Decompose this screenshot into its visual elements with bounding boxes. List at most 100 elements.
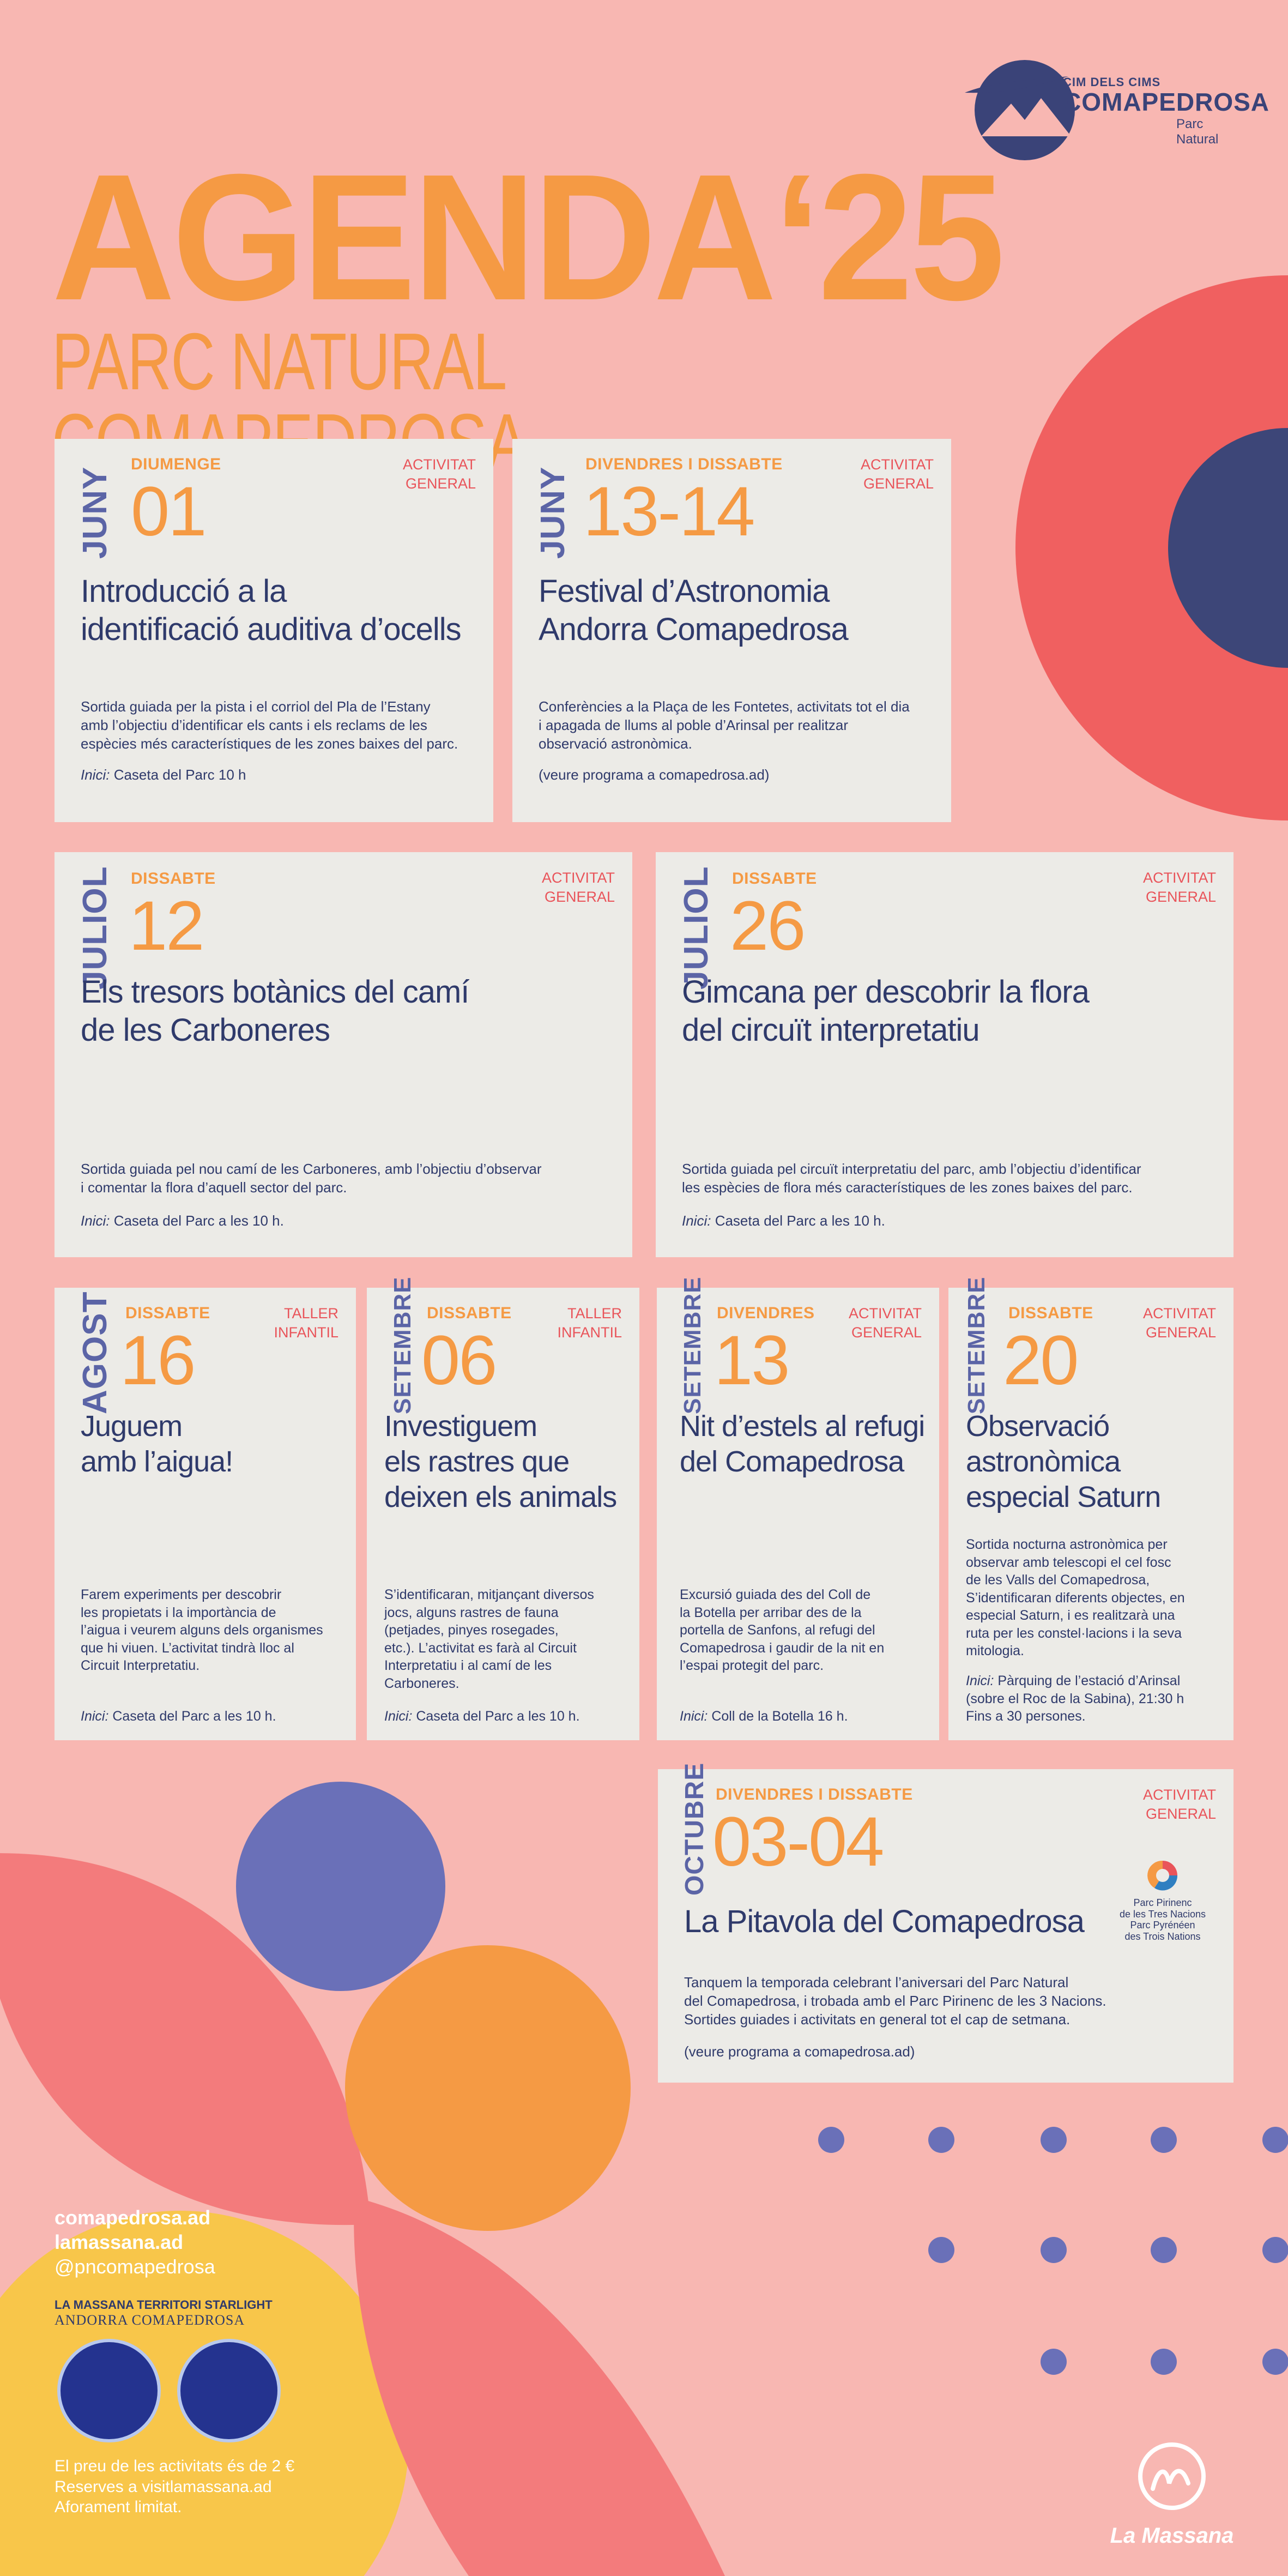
event-card: SETEMBRE DISSABTE 06 TALLER INFANTIL Inv… <box>367 1276 639 1740</box>
la-massana-logo: La Massana <box>1106 2442 1237 2551</box>
event-date: 16 <box>120 1322 196 1399</box>
event-description: Sortida guiada pel nou camí de les Carbo… <box>81 1161 542 1196</box>
starlight-badge-icon <box>57 2339 161 2442</box>
event-date: 13-14 <box>583 473 755 551</box>
event-date: 01 <box>131 473 207 551</box>
pricing-info: El preu de les activitats és de 2 € Rese… <box>55 2457 295 2516</box>
mountain-bird-icon <box>965 60 1075 160</box>
starlight-block: LA MASSANA TERRITORI STARLIGHT ANDORRA C… <box>55 2298 273 2328</box>
event-card: OCTUBRE DIVENDRES I DISSABTE 03-04 ACTIV… <box>658 1762 1233 2083</box>
event-start: Inici: Caseta del Parc a les 10 h. <box>81 1212 284 1229</box>
event-description: S’identificaran, mitjançant diversos joc… <box>384 1587 594 1691</box>
event-start: Inici: Caseta del Parc a les 10 h. <box>682 1212 885 1229</box>
event-start: Inici: Coll de la Botella 16 h. <box>680 1709 848 1724</box>
event-month: OCTUBRE <box>680 1762 709 1896</box>
logo-subtitle: Parc Natural <box>1176 117 1219 147</box>
event-date: 12 <box>129 887 204 965</box>
event-month: JUNY <box>76 466 114 559</box>
event-card: JUNY DIVENDRES I DISSABTE 13-14 ACTIVITA… <box>512 439 951 822</box>
event-description: Sortida nocturna astronòmica per observa… <box>966 1537 1185 1658</box>
event-dayname: DIVENDRES I DISSABTE <box>585 455 783 473</box>
event-start: Inici: Caseta del Parc a les 10 h. <box>384 1709 580 1724</box>
coral-circle-shape <box>1015 275 1288 821</box>
orange-circle-shape <box>345 1945 631 2231</box>
event-dayname: DIUMENGE <box>131 455 221 473</box>
footer-links: comapedrosa.ad lamassana.ad @pncomapedro… <box>55 2205 215 2279</box>
event-card: JULIOL DISSABTE 26 ACTIVITAT GENERAL Gim… <box>656 852 1233 1257</box>
event-title: Nit d’estels al refugi del Comapedrosa <box>680 1410 925 1478</box>
event-type: ACTIVITAT GENERAL <box>403 456 476 492</box>
la-massana-text: La Massana <box>1110 2524 1234 2548</box>
event-card: SETEMBRE DIVENDRES 13 ACTIVITAT GENERAL … <box>657 1276 939 1740</box>
coral-petal-left <box>0 1853 371 2225</box>
event-month: SETEMBRE <box>963 1276 990 1414</box>
event-description: Farem experiments per descobrir les prop… <box>81 1587 323 1673</box>
coral-petal-bottom <box>354 2197 725 2576</box>
event-dayname: DISSABTE <box>1008 1304 1093 1322</box>
event-dayname: DISSABTE <box>732 870 817 888</box>
event-description: Conferències a la Plaça de les Fontetes,… <box>539 698 910 752</box>
event-card: AGOST DISSABTE 16 TALLER INFANTIL Juguem… <box>55 1288 356 1740</box>
logo-name: COMAPEDROSA <box>1063 88 1270 116</box>
event-description: Sortida guiada per la pista i el corriol… <box>81 698 458 752</box>
event-start: Inici: Caseta del Parc a les 10 h. <box>81 1709 276 1724</box>
event-type: TALLER INFANTIL <box>274 1305 338 1341</box>
event-month: AGOST <box>76 1291 114 1414</box>
event-type: ACTIVITAT GENERAL <box>1143 870 1216 906</box>
event-month: SETEMBRE <box>679 1276 706 1414</box>
page-title: AGENDA‘25 <box>52 136 1005 337</box>
event-title: Gimcana per descobrir la flora del circu… <box>682 974 1090 1048</box>
social-handle[interactable]: @pncomapedrosa <box>55 2255 215 2278</box>
event-month: JUNY <box>534 466 572 559</box>
event-start: (veure programa a comapedrosa.ad) <box>684 2043 915 2060</box>
event-type: TALLER INFANTIL <box>557 1305 622 1341</box>
event-dayname: DIVENDRES I DISSABTE <box>716 1785 913 1803</box>
event-type: ACTIVITAT GENERAL <box>1143 1305 1216 1341</box>
event-description: Tanquem la temporada celebrant l’anivers… <box>684 1974 1106 2028</box>
event-date: 03-04 <box>712 1803 884 1881</box>
dot-pattern <box>818 2127 1288 2375</box>
partner-name-ca: Parc Pirinenc de les Tres Nacions <box>1119 1897 1206 1920</box>
event-month: JULIOL <box>678 866 715 990</box>
partner-logo: Parc Pirinenc de les Tres Nacions Parc P… <box>1108 1856 1217 1942</box>
event-type: ACTIVITAT GENERAL <box>1143 1787 1216 1823</box>
partner-name-fr: Parc Pyrénéen des Trois Nations <box>1124 1920 1201 1942</box>
event-date: 26 <box>730 887 806 965</box>
la-massana-icon <box>1138 2442 1206 2510</box>
event-card: JULIOL DISSABTE 12 ACTIVITAT GENERAL Els… <box>55 852 632 1257</box>
website-link[interactable]: lamassana.ad <box>55 2231 184 2253</box>
event-title: Observació astronòmica especial Saturn <box>966 1410 1161 1513</box>
event-dayname: DIVENDRES <box>717 1304 815 1322</box>
event-type: ACTIVITAT GENERAL <box>542 870 615 906</box>
event-dayname: DISSABTE <box>125 1304 210 1322</box>
starlight-title: LA MASSANA TERRITORI STARLIGHT <box>55 2298 273 2312</box>
event-card: SETEMBRE DISSABTE 20 ACTIVITAT GENERAL O… <box>948 1276 1233 1740</box>
starlight-badge-icon <box>177 2339 281 2442</box>
purple-circle-shape <box>236 1782 445 1991</box>
logo-small-text: CIM DELS CIMS <box>1063 75 1161 89</box>
event-date: 06 <box>421 1322 497 1399</box>
event-title: Introducció a la identificació auditiva … <box>81 574 462 647</box>
comapedrosa-logo: CIM DELS CIMS COMAPEDROSA Parc Natural <box>959 60 1269 169</box>
event-title: Festival d’Astronomia Andorra Comapedros… <box>539 574 849 647</box>
event-dayname: DISSABTE <box>427 1304 512 1322</box>
event-date: 13 <box>714 1322 790 1399</box>
navy-circle-shape <box>1168 428 1288 668</box>
event-start: Inici: Pàrquing de l’estació d’Arinsal (… <box>966 1673 1184 1724</box>
three-nations-icon <box>1147 1860 1178 1891</box>
starlight-subtitle: ANDORRA COMAPEDROSA <box>55 2312 245 2328</box>
event-title: La Pitavola del Comapedrosa <box>684 1904 1085 1939</box>
event-title: Els tresors botànics del camí de les Car… <box>81 974 469 1048</box>
event-description: Sortida guiada pel circuït interpretatiu… <box>682 1161 1141 1196</box>
event-dayname: DISSABTE <box>131 870 216 888</box>
event-month: JULIOL <box>76 866 114 990</box>
event-date: 20 <box>1003 1322 1079 1399</box>
website-link[interactable]: comapedrosa.ad <box>55 2206 211 2229</box>
event-title: Juguem amb l’aigua! <box>81 1410 233 1478</box>
event-start: (veure programa a comapedrosa.ad) <box>539 767 770 783</box>
event-month: SETEMBRE <box>389 1276 416 1414</box>
event-card: JUNY DIUMENGE 01 ACTIVITAT GENERAL Intro… <box>55 439 493 822</box>
event-title: Investiguem els rastres que deixen els a… <box>384 1410 617 1513</box>
event-type: ACTIVITAT GENERAL <box>861 456 934 492</box>
